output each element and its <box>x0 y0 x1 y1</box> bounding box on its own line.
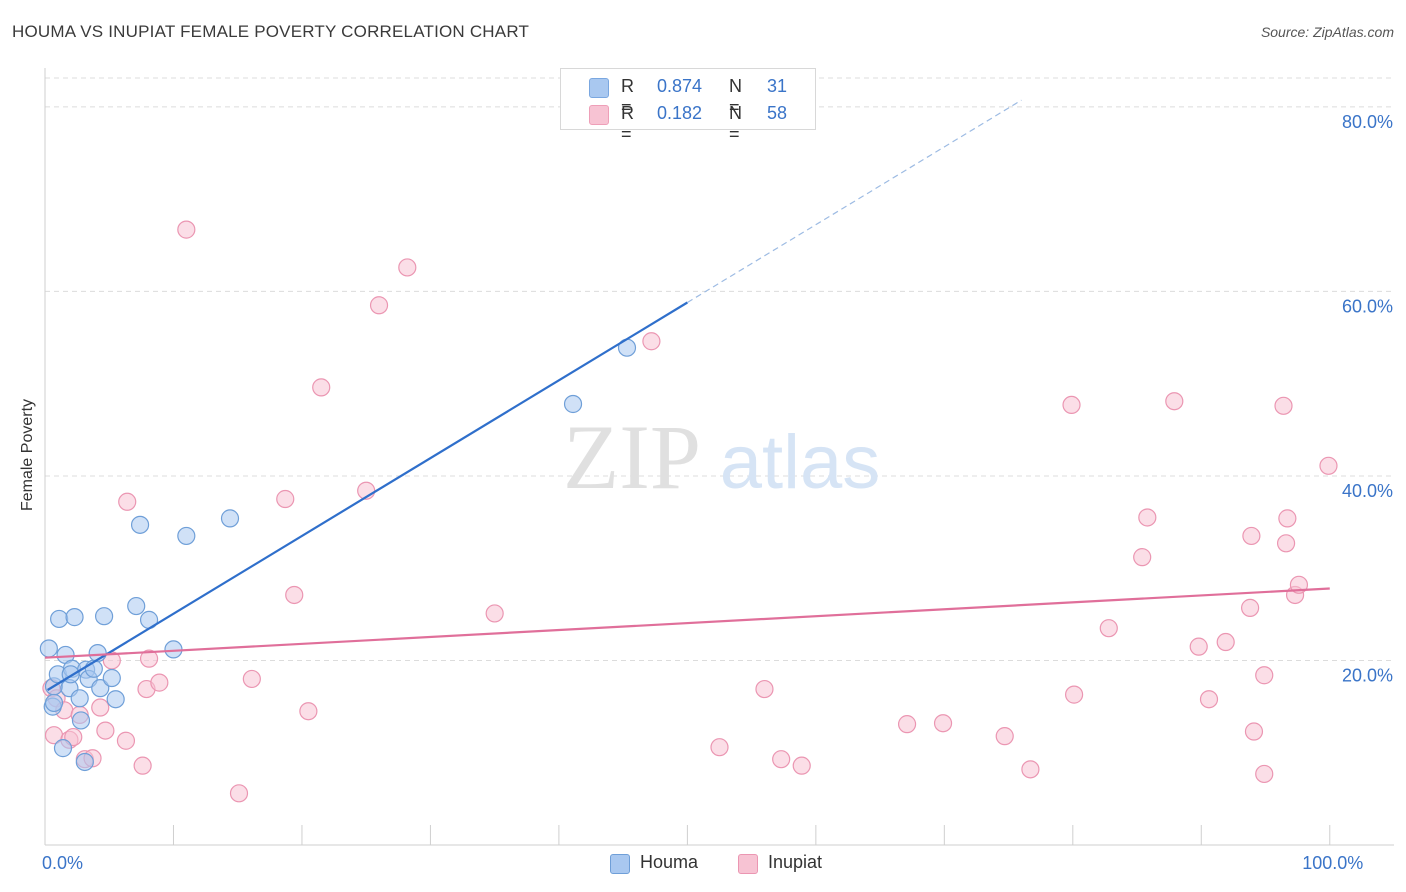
source-label: Source: ZipAtlas.com <box>1260 24 1394 40</box>
houma-swatch <box>589 78 609 98</box>
inupiat-point <box>755 679 774 699</box>
inupiat-point <box>1021 760 1040 779</box>
y-tick-label: 20.0% <box>1342 665 1393 685</box>
r-label: R = <box>621 103 634 144</box>
inupiat-point <box>116 731 136 750</box>
inupiat-trend-line <box>44 587 1330 659</box>
houma-trend-line <box>46 301 688 691</box>
inupiat-point <box>710 738 729 757</box>
inupiat-point <box>1133 548 1152 567</box>
inupiat-point <box>1274 396 1293 415</box>
houma-point <box>127 596 146 616</box>
watermark-zip: ZIP <box>563 406 701 508</box>
houma-legend-swatch <box>610 854 630 874</box>
inupiat-point <box>285 585 304 605</box>
houma-point <box>102 668 121 688</box>
n-label: N = <box>729 76 742 117</box>
inupiat-point <box>995 727 1014 746</box>
inupiat-point <box>398 258 417 277</box>
gridlines <box>45 77 1394 661</box>
axes <box>44 68 1394 846</box>
x-tick-label: 100.0% <box>1302 853 1363 873</box>
data-points <box>39 220 1338 803</box>
inupiat-point <box>1244 722 1264 741</box>
inupiat-point <box>64 727 83 747</box>
houma-point <box>220 509 240 528</box>
x-tick-label: 0.0% <box>42 853 83 873</box>
houma-point <box>65 608 84 627</box>
inupiat-point <box>91 698 110 717</box>
inupiat-point <box>1138 508 1157 527</box>
inupiat-point <box>1099 619 1118 638</box>
houma-point <box>75 752 94 772</box>
correlation-legend: R = 0.874 N = 31 R = 0.182 N = 58 <box>560 68 816 144</box>
y-tick-label: 60.0% <box>1342 296 1393 316</box>
inupiat-point <box>1189 637 1208 656</box>
n-value: 31 <box>767 76 788 96</box>
inupiat-point <box>1255 666 1274 685</box>
inupiat-point <box>1242 526 1261 546</box>
inupiat-point <box>150 673 169 692</box>
inupiat-point <box>1064 685 1084 704</box>
inupiat-point <box>897 715 917 734</box>
houma-legend-label: Houma <box>640 852 699 872</box>
houma-point <box>53 739 73 758</box>
n-value: 58 <box>767 103 788 123</box>
inupiat-point <box>1278 509 1297 528</box>
houma-point <box>130 515 150 534</box>
houma-point <box>91 679 110 698</box>
inupiat-point <box>1241 598 1260 617</box>
trend-lines <box>44 99 1330 691</box>
inupiat-point <box>1062 395 1081 415</box>
inupiat-point <box>229 784 249 803</box>
tick-labels: 20.0% 40.0% 60.0% 80.0% 0.0% 100.0% <box>42 112 1393 873</box>
inupiat-point <box>133 756 152 775</box>
r-label: R = <box>621 76 634 117</box>
inupiat-point <box>1216 632 1235 652</box>
inupiat-point <box>1276 534 1296 553</box>
inupiat-legend-label: Inupiat <box>768 852 823 872</box>
n-label: N = <box>729 103 742 144</box>
y-tick-label: 40.0% <box>1342 481 1393 501</box>
houma-point <box>50 609 69 629</box>
houma-point <box>94 607 114 626</box>
inupiat-point <box>276 489 295 509</box>
houma-trend-extension <box>687 99 1022 304</box>
inupiat-point <box>96 721 115 740</box>
houma-point <box>70 689 89 708</box>
r-value: 0.874 <box>657 76 703 96</box>
inupiat-point <box>1199 690 1219 709</box>
houma-point <box>44 693 64 713</box>
inupiat-point <box>642 332 661 351</box>
inupiat-point <box>177 220 196 239</box>
houma-point <box>106 690 125 709</box>
houma-point <box>39 639 58 658</box>
inupiat-point <box>772 750 791 769</box>
y-tick-label: 80.0% <box>1342 112 1393 132</box>
houma-point <box>71 711 91 730</box>
watermark-atlas: atlas <box>720 420 881 505</box>
watermark: ZIP atlas <box>563 406 880 508</box>
inupiat-point <box>1255 764 1274 784</box>
inupiat-swatch <box>589 105 609 125</box>
inupiat-point <box>242 669 261 689</box>
inupiat-point <box>485 604 504 623</box>
inupiat-point <box>1319 456 1338 475</box>
chart-title: HOUMA VS INUPIAT FEMALE POVERTY CORRELAT… <box>12 22 530 41</box>
inupiat-point <box>933 714 953 733</box>
inupiat-point <box>118 492 137 511</box>
inupiat-point <box>369 296 389 315</box>
inupiat-legend-swatch <box>738 854 758 874</box>
r-value: 0.182 <box>657 103 703 123</box>
inupiat-point <box>139 649 159 668</box>
inupiat-point <box>792 756 811 775</box>
houma-point <box>563 394 583 414</box>
inupiat-point <box>299 702 318 721</box>
houma-point <box>177 526 196 546</box>
inupiat-point <box>1165 392 1184 411</box>
inupiat-point <box>312 378 331 397</box>
